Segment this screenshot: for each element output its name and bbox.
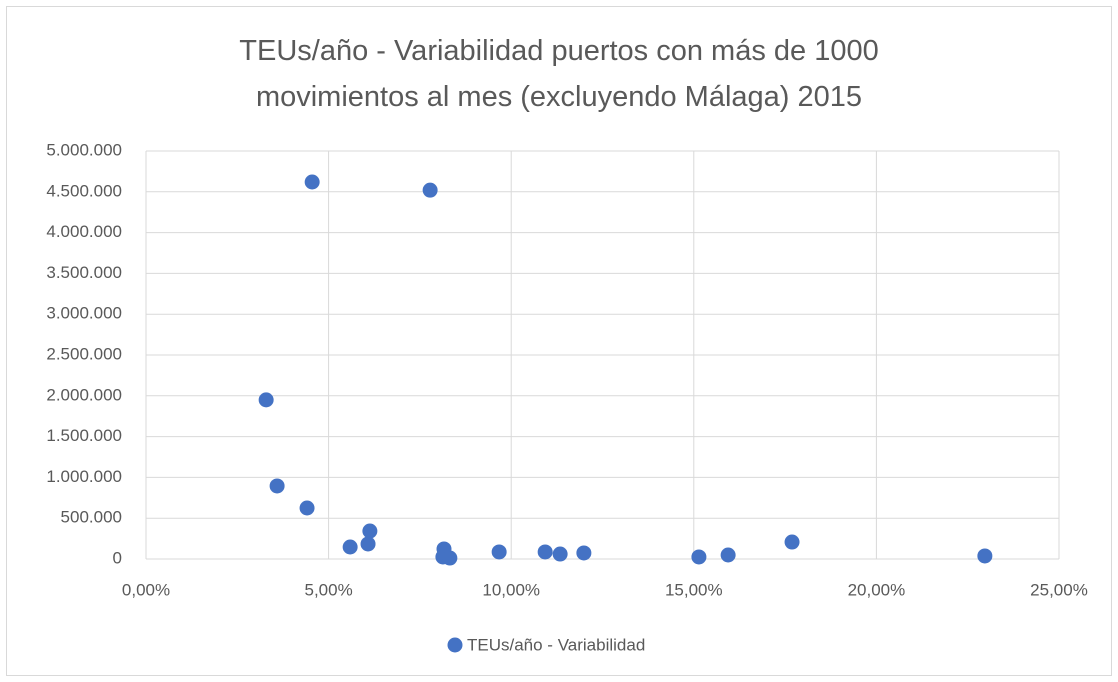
point	[362, 523, 378, 539]
chart-border	[6, 6, 1112, 676]
y-tick-label: 4.500.000	[46, 181, 122, 200]
legend-marker	[447, 637, 463, 653]
point	[258, 392, 274, 408]
point	[977, 548, 993, 564]
point	[720, 547, 736, 563]
point	[360, 536, 376, 552]
point	[491, 544, 507, 560]
point	[576, 545, 592, 561]
point	[442, 550, 458, 566]
point	[537, 544, 553, 560]
y-tick-label: 5.000.000	[46, 140, 122, 159]
y-tick-label: 3.500.000	[46, 263, 122, 282]
y-tick-label: 0	[113, 548, 122, 567]
y-tick-label: 2.000.000	[46, 385, 122, 404]
legend-label: TEUs/año - Variabilidad	[467, 635, 645, 654]
x-tick-label: 25,00%	[1030, 580, 1088, 599]
x-tick-label: 20,00%	[848, 580, 906, 599]
x-tick-label: 5,00%	[304, 580, 352, 599]
point	[304, 174, 320, 190]
y-tick-label: 1.000.000	[46, 467, 122, 486]
y-tick-label: 500.000	[61, 508, 122, 527]
point	[691, 549, 707, 565]
point	[552, 546, 568, 562]
y-tick-label: 1.500.000	[46, 426, 122, 445]
point	[342, 539, 358, 555]
point	[299, 500, 315, 516]
chart-title: TEUs/año - Variabilidad puertos con más …	[239, 35, 879, 113]
x-tick-label: 15,00%	[665, 580, 723, 599]
x-tick-label: 10,00%	[482, 580, 540, 599]
y-tick-label: 4.000.000	[46, 222, 122, 241]
point	[784, 534, 800, 550]
y-tick-label: 3.000.000	[46, 304, 122, 323]
point	[422, 182, 438, 198]
y-tick-label: 2.500.000	[46, 344, 122, 363]
x-tick-label: 0,00%	[122, 580, 170, 599]
point	[269, 478, 285, 494]
